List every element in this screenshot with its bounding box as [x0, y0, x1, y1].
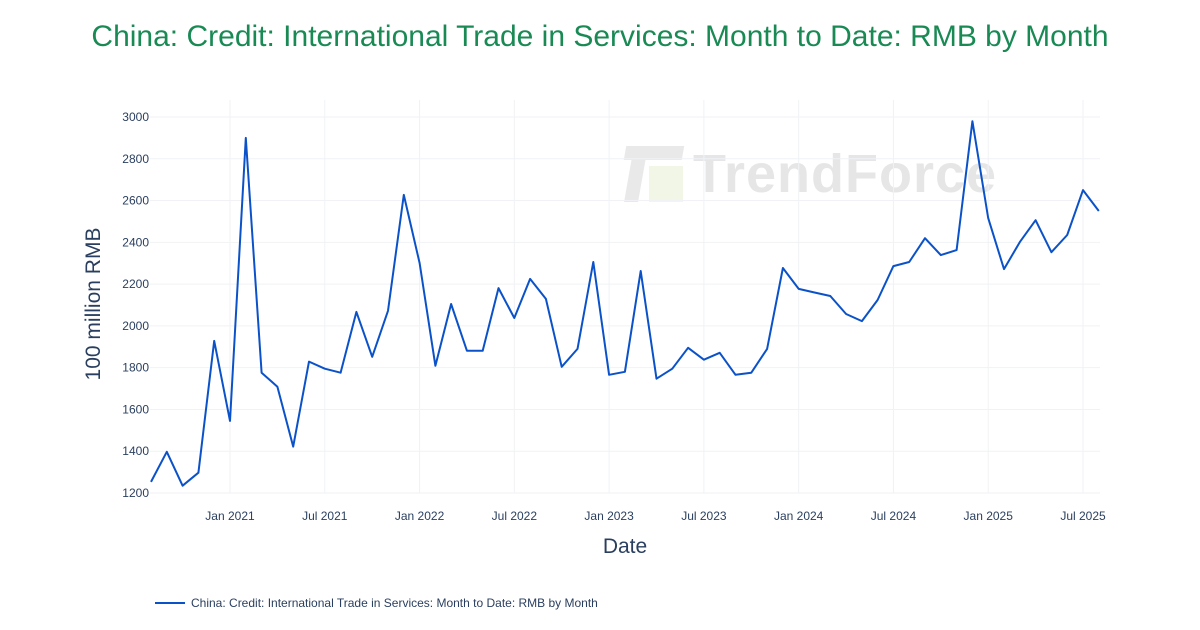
legend[interactable]: China: Credit: International Trade in Se…	[155, 596, 598, 610]
x-tick-label: Jul 2022	[492, 509, 538, 523]
x-tick-label: Jan 2024	[774, 509, 824, 523]
x-tick-label: Jul 2024	[871, 509, 917, 523]
x-tick-label: Jan 2021	[205, 509, 255, 523]
y-axis-title: 100 million RMB	[82, 228, 105, 381]
legend-line-swatch	[155, 602, 185, 604]
x-tick-label: Jan 2023	[584, 509, 634, 523]
y-tick-label: 2400	[122, 235, 149, 249]
y-tick-label: 1800	[122, 361, 149, 375]
x-tick-label: Jan 2022	[395, 509, 445, 523]
y-tick-label: 2600	[122, 194, 149, 208]
x-axis-title: Date	[603, 535, 647, 558]
y-axis-ticks: 1200 1400 1600 1800 2000 2200 2400 2600 2800 3000	[122, 110, 149, 500]
y-tick-label: 2200	[122, 277, 149, 291]
legend-label: China: Credit: International Trade in Se…	[191, 596, 598, 610]
series-line[interactable]	[150, 120, 1100, 487]
y-tick-label: 2000	[122, 319, 149, 333]
y-tick-label: 1400	[122, 444, 149, 458]
x-tick-label: Jan 2025	[964, 509, 1014, 523]
x-tick-label: Jul 2023	[681, 509, 727, 523]
y-tick-label: 1200	[122, 486, 149, 500]
chart-title: China: Credit: International Trade in Se…	[91, 20, 1109, 53]
y-tick-label: 1600	[122, 402, 149, 416]
x-tick-label: Jul 2021	[302, 509, 348, 523]
x-axis-ticks: Jan 2021 Jul 2021 Jan 2022 Jul 2022 Jan 2023…	[205, 509, 1106, 523]
y-tick-label: 3000	[122, 110, 149, 124]
gridlines	[150, 100, 1100, 494]
x-tick-label: Jul 2025	[1060, 509, 1106, 523]
y-tick-label: 2800	[122, 152, 149, 166]
